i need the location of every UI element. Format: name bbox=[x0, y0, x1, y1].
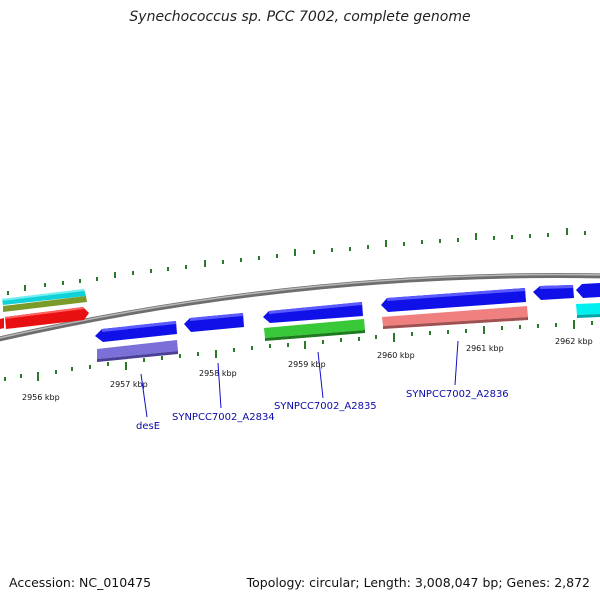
genome-backbone-highlight bbox=[0, 273, 600, 339]
gene-label-desE[interactable]: desE bbox=[136, 421, 160, 432]
leader-desE bbox=[140, 373, 148, 418]
gene-left-olive[interactable] bbox=[3, 296, 87, 312]
scale-label-2962: 2962 kbp bbox=[555, 337, 593, 346]
cog-bar-salmon[interactable] bbox=[382, 306, 528, 329]
gene-label-a2835[interactable]: SYNPCC7002_A2835 bbox=[274, 401, 377, 412]
scale-label-2956: 2956 kbp bbox=[22, 393, 60, 402]
outer-tick-track bbox=[7, 228, 586, 295]
inner-tick-track bbox=[4, 320, 593, 381]
leader-a2834 bbox=[217, 362, 222, 409]
leader-a2835 bbox=[317, 351, 324, 399]
cds-right-1[interactable] bbox=[533, 285, 574, 300]
scale-label-2958: 2958 kbp bbox=[199, 369, 237, 378]
leader-a2836 bbox=[454, 340, 459, 386]
accession-text: Accession: NC_010475 bbox=[9, 575, 152, 590]
map-title: Synechococcus sp. PCC 7002, complete gen… bbox=[129, 9, 471, 25]
gene-label-a2836[interactable]: SYNPCC7002_A2836 bbox=[406, 389, 509, 400]
label-leaders bbox=[140, 340, 459, 418]
gene-label-a2834[interactable]: SYNPCC7002_A2834 bbox=[172, 412, 275, 423]
cds-desE-region[interactable] bbox=[95, 321, 177, 342]
cog-bar-purple[interactable] bbox=[97, 340, 178, 362]
cds-a2836[interactable] bbox=[381, 288, 526, 312]
gene-left-rna[interactable] bbox=[0, 307, 89, 329]
cds-right-2[interactable] bbox=[576, 283, 600, 298]
scale-label-2960: 2960 kbp bbox=[377, 351, 415, 360]
cog-bar-green[interactable] bbox=[264, 319, 365, 341]
cds-a2835[interactable] bbox=[263, 302, 363, 323]
genome-stats-text: Topology: circular; Length: 3,008,047 bp… bbox=[246, 575, 590, 590]
scale-label-2961: 2961 kbp bbox=[466, 344, 504, 353]
genome-backbone bbox=[0, 273, 600, 342]
scale-label-2957: 2957 kbp bbox=[110, 380, 148, 389]
cog-bar-cyan-right[interactable] bbox=[576, 303, 600, 318]
cds-a2834[interactable] bbox=[184, 313, 244, 332]
scale-label-2959: 2959 kbp bbox=[288, 360, 326, 369]
gene-left-cyan[interactable] bbox=[2, 289, 86, 305]
